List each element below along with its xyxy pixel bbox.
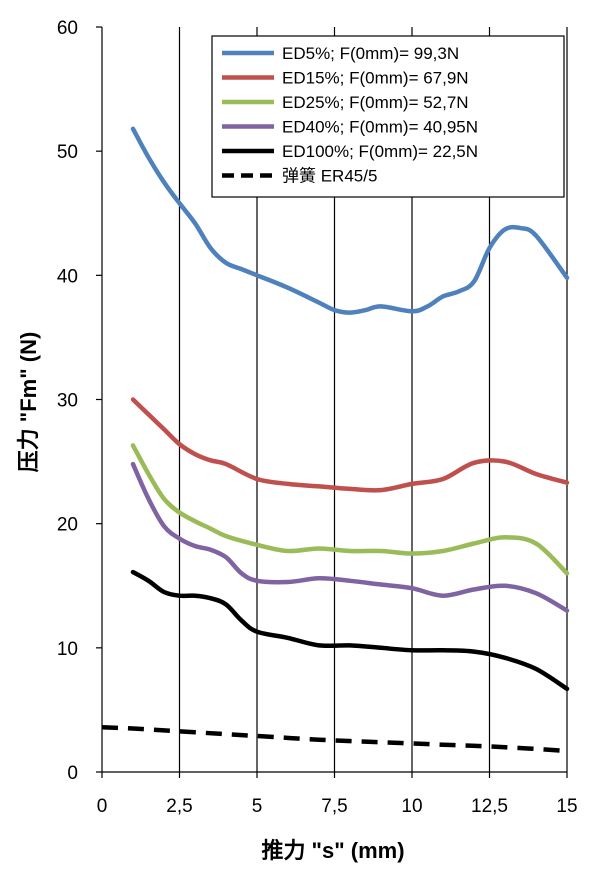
x-tick-label: 2,5 bbox=[166, 796, 192, 817]
legend-label: ED25%; F(0mm)= 52,7N bbox=[282, 93, 469, 112]
y-tick-label: 40 bbox=[57, 266, 78, 287]
series-line-2 bbox=[130, 397, 570, 493]
y-tick-label: 20 bbox=[57, 515, 78, 536]
x-tick-label: 0 bbox=[97, 796, 108, 817]
legend-box bbox=[211, 35, 565, 198]
series-line-1 bbox=[130, 126, 570, 315]
x-tick-label: 7,5 bbox=[321, 796, 347, 817]
y-tick-label: 50 bbox=[57, 142, 78, 163]
y-axis-title: 压力 "Fm" (N) bbox=[16, 332, 41, 473]
series-line-6 bbox=[101, 725, 568, 754]
series-line-4 bbox=[130, 461, 570, 613]
x-tick-label: 5 bbox=[252, 796, 263, 817]
legend: ED5%; F(0mm)= 99,3N ED15%; F(0mm)= 67,9N E… bbox=[211, 35, 565, 198]
y-tick-label: 30 bbox=[57, 391, 78, 412]
legend-label: ED100%; F(0mm)= 22,5N bbox=[282, 142, 478, 161]
series-line-5 bbox=[130, 569, 570, 692]
x-tick-label: 15 bbox=[556, 796, 577, 817]
y-tick-label: 60 bbox=[57, 18, 78, 39]
legend-label: 弹簧 ER45/5 bbox=[282, 167, 377, 186]
legend-label: ED5%; F(0mm)= 99,3N bbox=[282, 44, 459, 63]
legend-label: ED15%; F(0mm)= 67,9N bbox=[282, 69, 469, 88]
series-line-3 bbox=[130, 443, 570, 576]
x-tick-label: 10 bbox=[401, 796, 422, 817]
series-lines bbox=[101, 126, 570, 754]
axes: 0 10 20 30 40 50 60 0 2,5 5 7,5 10 12,5 15 bbox=[57, 18, 578, 817]
legend-label: ED40%; F(0mm)= 40,95N bbox=[282, 118, 478, 137]
y-tick-label: 10 bbox=[57, 639, 78, 660]
x-tick-label: 12,5 bbox=[471, 796, 508, 817]
y-tick-label: 0 bbox=[67, 763, 78, 784]
x-axis-title: 推力 "s" (mm) bbox=[261, 838, 404, 863]
